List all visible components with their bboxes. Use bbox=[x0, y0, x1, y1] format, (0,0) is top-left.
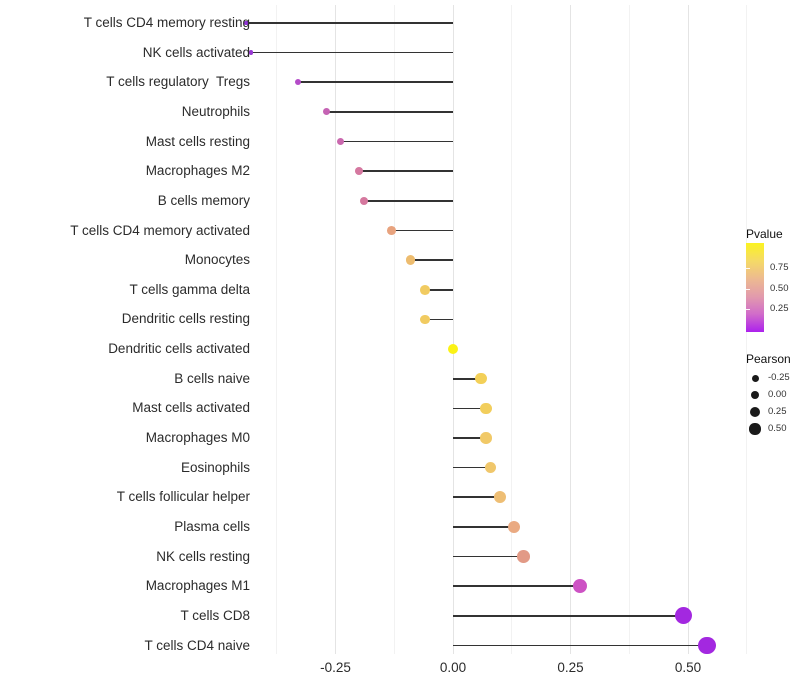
y-axis-label: NK cells activated bbox=[142, 44, 250, 60]
y-axis-label: Neutrophils bbox=[181, 103, 250, 119]
pvalue-tick-label: 0.25 bbox=[770, 303, 789, 314]
y-axis-label: T cells CD4 memory activated bbox=[70, 222, 250, 238]
data-point bbox=[248, 50, 254, 56]
y-axis-label: T cells follicular helper bbox=[116, 489, 250, 505]
data-point bbox=[419, 314, 430, 325]
data-point bbox=[475, 373, 487, 385]
pearson-legend-title: Pearson bbox=[746, 352, 791, 366]
lollipop-stick bbox=[297, 81, 453, 84]
lollipop-stick bbox=[453, 555, 524, 558]
lollipop-stick bbox=[340, 140, 453, 143]
y-axis-label: T cells gamma delta bbox=[129, 281, 250, 297]
lollipop-stick bbox=[410, 259, 453, 261]
y-axis-label: NK cells resting bbox=[156, 548, 250, 564]
data-point bbox=[447, 343, 459, 355]
y-axis-label: T cells regulatory Tregs bbox=[106, 74, 250, 90]
data-point bbox=[294, 79, 301, 86]
minor-gridline bbox=[628, 5, 630, 654]
minor-gridline bbox=[276, 5, 278, 654]
pvalue-legend-title: Pvalue bbox=[746, 227, 783, 241]
y-axis-label: Dendritic cells resting bbox=[121, 311, 250, 327]
y-axis-label: Plasma cells bbox=[174, 518, 250, 534]
y-axis-label: Mast cells activated bbox=[132, 400, 250, 416]
lollipop-stick bbox=[391, 229, 453, 232]
lollipop-stick bbox=[453, 496, 500, 499]
pvalue-tick-mark bbox=[746, 268, 750, 269]
pearson-legend-dot bbox=[750, 390, 760, 400]
minor-gridline bbox=[393, 5, 395, 654]
y-axis-label: Eosinophils bbox=[180, 459, 250, 475]
y-axis-label: Macrophages M0 bbox=[145, 430, 250, 445]
pearson-legend-label: 0.25 bbox=[768, 406, 787, 417]
pearson-legend-dot bbox=[749, 423, 761, 435]
y-axis-label: T cells CD4 memory resting bbox=[83, 15, 250, 30]
data-point bbox=[387, 226, 397, 235]
data-point bbox=[697, 636, 716, 655]
pvalue-tick-label: 0.50 bbox=[770, 282, 789, 294]
lollipop-stick bbox=[453, 407, 486, 410]
data-point bbox=[480, 402, 492, 415]
data-point bbox=[494, 491, 506, 504]
lollipop-stick bbox=[453, 437, 486, 439]
lollipop-stick bbox=[453, 526, 515, 528]
y-axis-label: T cells CD8 bbox=[180, 607, 250, 623]
lollipop-stick bbox=[453, 615, 684, 617]
pearson-legend-dot bbox=[750, 407, 760, 417]
x-axis-label: 0.25 bbox=[557, 660, 584, 675]
data-point bbox=[243, 20, 249, 26]
x-axis-label: 0.00 bbox=[439, 660, 467, 675]
y-axis-label: Dendritic cells activated bbox=[108, 341, 250, 357]
major-gridline bbox=[452, 5, 454, 654]
data-point bbox=[480, 432, 492, 444]
data-point bbox=[484, 461, 497, 474]
lollipop-stick bbox=[453, 644, 707, 647]
data-point bbox=[674, 607, 692, 625]
lollipop-stick bbox=[453, 377, 482, 380]
y-axis-label: B cells naive bbox=[174, 370, 250, 386]
lollipop-stick bbox=[453, 466, 491, 469]
lollipop-stick bbox=[246, 22, 453, 24]
lollipop-stick bbox=[326, 111, 453, 113]
data-point bbox=[517, 550, 530, 563]
lollipop-stick bbox=[359, 170, 453, 172]
x-axis-label: -0.25 bbox=[320, 660, 351, 675]
major-gridline bbox=[335, 5, 336, 654]
pearson-legend-label: -0.25 bbox=[768, 372, 790, 383]
y-axis-label: Mast cells resting bbox=[145, 133, 250, 149]
pvalue-tick-mark bbox=[746, 288, 750, 290]
pvalue-tick-mark bbox=[746, 309, 750, 310]
pvalue-gradient-bar bbox=[746, 243, 764, 332]
x-axis-label: 0.50 bbox=[674, 660, 702, 675]
lollipop-stick bbox=[250, 51, 453, 54]
major-gridline bbox=[687, 5, 689, 654]
y-axis-label: Macrophages M2 bbox=[145, 163, 250, 179]
y-axis-label: B cells memory bbox=[157, 192, 250, 208]
data-point bbox=[359, 196, 368, 205]
lollipop-stick bbox=[453, 585, 580, 587]
y-axis-label: Monocytes bbox=[184, 252, 250, 268]
pvalue-tick-label: 0.75 bbox=[770, 262, 789, 273]
pearson-legend-dot bbox=[751, 374, 759, 382]
y-axis-label: Macrophages M1 bbox=[145, 578, 250, 594]
lollipop-stick bbox=[424, 288, 453, 291]
y-axis-label: T cells CD4 naive bbox=[144, 637, 250, 653]
lollipop-stick bbox=[363, 200, 453, 202]
data-point bbox=[572, 579, 588, 594]
pearson-legend-label: 0.00 bbox=[768, 389, 787, 400]
data-point bbox=[406, 255, 416, 265]
data-point bbox=[322, 108, 330, 116]
data-point bbox=[419, 284, 430, 295]
data-point bbox=[355, 167, 363, 176]
minor-gridline bbox=[511, 5, 513, 654]
data-point bbox=[336, 137, 344, 146]
lollipop-stick bbox=[424, 318, 453, 321]
major-gridline bbox=[570, 5, 571, 654]
data-point bbox=[507, 520, 521, 534]
pearson-legend-label: 0.50 bbox=[768, 423, 787, 434]
